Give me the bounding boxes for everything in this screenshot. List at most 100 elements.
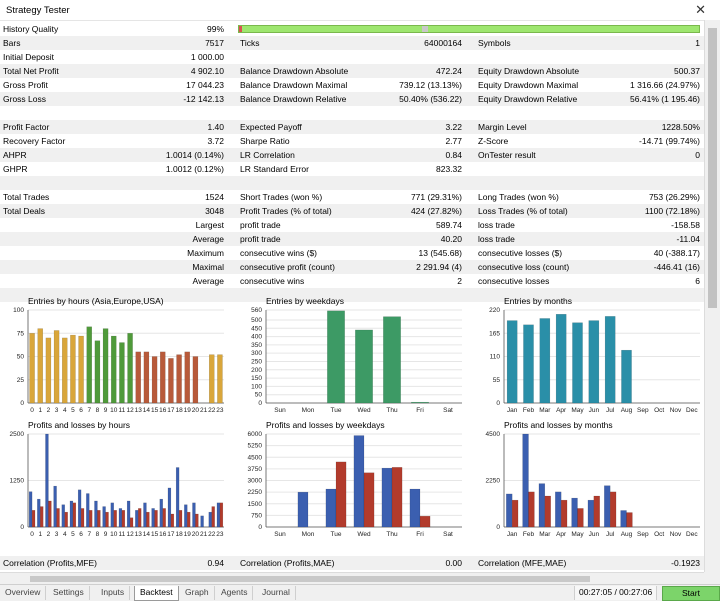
stats-row: Recovery Factor 3.72 Sharpe Ratio 2.77 Z-Sco… xyxy=(0,134,704,148)
bar xyxy=(604,485,611,528)
bar xyxy=(159,498,163,528)
bar xyxy=(37,328,43,404)
bar xyxy=(97,510,101,528)
stat-label: AHPR xyxy=(3,150,27,160)
stat-label: Long Trades (won %) xyxy=(478,192,559,202)
tab-journal[interactable]: Journal xyxy=(257,586,296,600)
stat-label: Balance Drawdown Absolute xyxy=(240,66,349,76)
x-tick-label: 18 xyxy=(175,531,183,538)
y-tick-label: 3750 xyxy=(248,466,263,473)
y-tick-label: 2500 xyxy=(10,431,25,438)
stat-value: 40.20 xyxy=(440,234,462,244)
bar xyxy=(143,502,147,528)
scroll-corner xyxy=(704,572,720,584)
pl-by-weekdays-chart: 0 750 1500 2250 3000 3750 4500 5250 6000 Sun Mon Tu… xyxy=(248,431,462,538)
bar xyxy=(184,504,188,528)
tab-backtest[interactable]: Backtest xyxy=(134,586,179,601)
y-tick-label: 300 xyxy=(251,350,262,357)
stat-value: 6 xyxy=(695,276,700,286)
stat-label: consecutive profit (count) xyxy=(240,262,335,272)
bar xyxy=(45,433,49,528)
stat-label: loss trade xyxy=(478,234,515,244)
stats-row: Average profit trade 40.20 loss trade -11.04 xyxy=(0,232,704,246)
bar xyxy=(160,351,166,404)
bar xyxy=(187,511,191,528)
bar xyxy=(211,506,215,528)
bar xyxy=(121,510,126,528)
stats-row: Gross Profit 17 044.23 Balance Drawdown Ma… xyxy=(0,78,704,92)
y-tick-label: 450 xyxy=(251,325,262,332)
bar xyxy=(353,435,365,528)
stat-value: -14.71 (99.74%) xyxy=(639,136,700,146)
tab-overview[interactable]: Overview xyxy=(0,586,47,600)
x-tick-label: Feb xyxy=(523,531,535,538)
bar xyxy=(138,508,142,528)
stat-label: Short Trades (won %) xyxy=(240,192,323,202)
horizontal-scrollbar[interactable] xyxy=(0,572,704,585)
stats-row: Total Deals 3048 Profit Trades (% of total… xyxy=(0,204,704,218)
tab-inputs[interactable]: Inputs xyxy=(96,586,131,600)
y-tick-label: 150 xyxy=(251,375,262,382)
tab-settings[interactable]: Settings xyxy=(48,586,90,600)
y-tick-label: 0 xyxy=(258,400,262,407)
bar xyxy=(135,510,139,528)
stat-value: -158.58 xyxy=(671,220,700,230)
x-tick-label: 9 xyxy=(104,407,108,414)
x-tick-label: Mon xyxy=(302,531,315,538)
tab-graph[interactable]: Graph xyxy=(180,586,215,600)
stat-label: Bars xyxy=(3,38,21,48)
bar xyxy=(29,333,35,404)
pl-by-weekdays-title: Profits and losses by weekdays xyxy=(266,420,385,430)
stats-row: AHPR 1.0014 (0.14%) LR Correlation 0.84 OnTe… xyxy=(0,148,704,162)
start-button[interactable]: Start xyxy=(662,586,720,601)
entries-by-hours-title: Entries by hours (Asia,Europe,USA) xyxy=(28,296,164,306)
bar xyxy=(28,491,33,528)
backtest-report: History Quality 99% Bars 7517 Ticks 6400016… xyxy=(0,20,704,572)
bar xyxy=(102,506,106,528)
vertical-scrollbar[interactable] xyxy=(704,20,720,572)
scrollbar-thumb[interactable] xyxy=(708,28,717,308)
stat-value: 2 xyxy=(457,276,462,286)
x-tick-label: Jul xyxy=(606,407,615,414)
x-tick-label: 14 xyxy=(143,407,151,414)
stat-label: Gross Loss xyxy=(3,94,46,104)
x-tick-label: 20 xyxy=(192,531,200,538)
entries-by-months-title: Entries by months xyxy=(504,296,573,306)
stat-value: Largest xyxy=(195,220,224,230)
stat-label: Correlation (Profits,MAE) xyxy=(240,558,335,568)
x-tick-label: 23 xyxy=(216,531,224,538)
x-tick-label: 21 xyxy=(200,531,208,538)
tab-agents[interactable]: Agents xyxy=(216,586,254,600)
stat-label: Initial Deposit xyxy=(3,52,55,62)
bar xyxy=(538,483,546,528)
stat-label: Correlation (MFE,MAE) xyxy=(478,558,567,568)
y-tick-label: 0 xyxy=(20,400,24,407)
bar xyxy=(325,488,337,528)
history-quality-value: 99% xyxy=(206,24,224,34)
x-tick-label: Wed xyxy=(357,407,371,414)
bar xyxy=(327,310,345,404)
x-tick-label: Fri xyxy=(416,531,424,538)
close-icon[interactable]: ✕ xyxy=(695,2,706,17)
stat-label: Z-Score xyxy=(478,136,509,146)
scrollbar-thumb[interactable] xyxy=(30,576,590,582)
bar xyxy=(587,499,595,528)
stat-value: 1.40 xyxy=(207,122,224,132)
x-tick-label: Tue xyxy=(331,407,342,414)
stat-value: 1524 xyxy=(205,192,224,202)
x-tick-label: 5 xyxy=(71,531,75,538)
bar xyxy=(69,500,74,528)
stat-label: consecutive loss (count) xyxy=(478,262,570,272)
x-tick-label: 8 xyxy=(96,531,100,538)
y-tick-label: 0 xyxy=(20,524,24,531)
bar xyxy=(506,493,513,528)
stat-value: 823.32 xyxy=(436,164,462,174)
elapsed-time: 00:27:05 / 00:27:06 xyxy=(574,586,658,600)
stat-label: consecutive losses ($) xyxy=(478,248,563,258)
x-tick-label: 4 xyxy=(63,407,67,414)
x-tick-label: Sun xyxy=(274,531,286,538)
x-tick-label: Fri xyxy=(416,407,424,414)
bar xyxy=(37,498,41,528)
